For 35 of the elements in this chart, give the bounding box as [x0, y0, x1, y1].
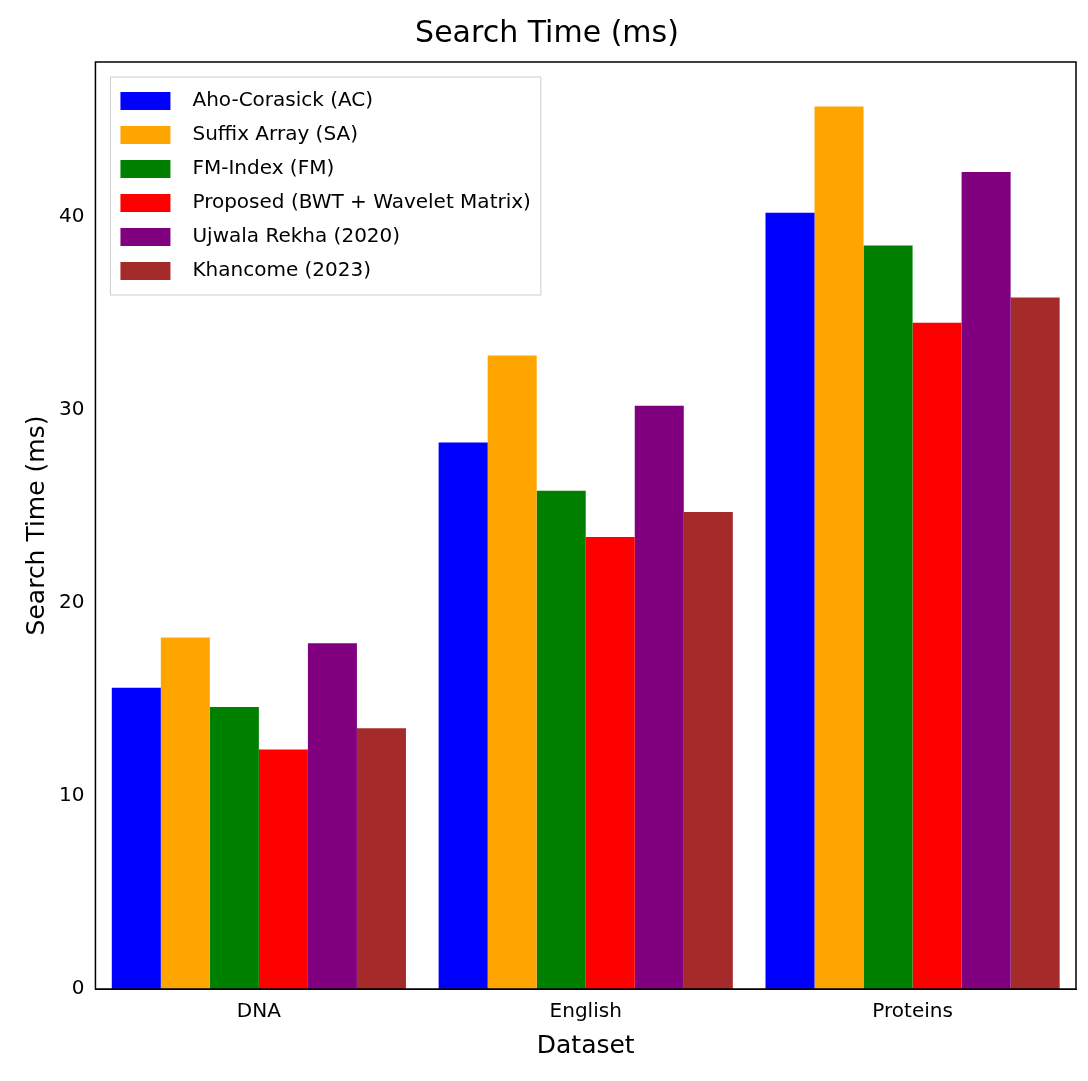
- bar: [356, 728, 406, 989]
- y-axis-title: Search Time (ms): [20, 415, 50, 636]
- bar: [765, 212, 815, 989]
- bar: [258, 749, 308, 989]
- bar: [585, 537, 635, 989]
- x-tick-label: Proteins: [872, 998, 953, 1023]
- legend-label: Suffix Array (SA): [192, 121, 358, 146]
- legend-label: FM-Index (FM): [192, 155, 335, 180]
- y-tick-label: 30: [59, 395, 85, 420]
- bar: [634, 405, 684, 989]
- legend-label: Ujwala Rekha (2020): [192, 223, 401, 248]
- bar: [487, 355, 537, 989]
- bar: [536, 490, 586, 989]
- y-tick-label: 0: [71, 975, 85, 1000]
- bar: [912, 322, 962, 989]
- bar: [438, 442, 488, 989]
- bar: [307, 643, 357, 989]
- bar: [209, 707, 259, 989]
- bar: [1010, 297, 1060, 989]
- bar: [961, 172, 1011, 989]
- legend-label: Aho-Corasick (AC): [192, 87, 374, 112]
- bar: [683, 511, 733, 989]
- bar: [863, 245, 913, 989]
- bar: [814, 106, 864, 989]
- y-tick-label: 20: [59, 588, 85, 613]
- chart-title: Search Time (ms): [415, 13, 679, 49]
- x-tick-label: DNA: [236, 998, 282, 1023]
- legend-label: Proposed (BWT + Wavelet Matrix): [192, 189, 531, 214]
- y-tick-label: 10: [59, 782, 85, 807]
- bar: [111, 687, 161, 989]
- bar: [160, 637, 210, 989]
- x-tick-label: English: [549, 998, 622, 1023]
- x-axis-title: Dataset: [536, 1029, 635, 1059]
- legend-label: Khancome (2023): [192, 257, 372, 282]
- y-tick-label: 40: [59, 202, 85, 227]
